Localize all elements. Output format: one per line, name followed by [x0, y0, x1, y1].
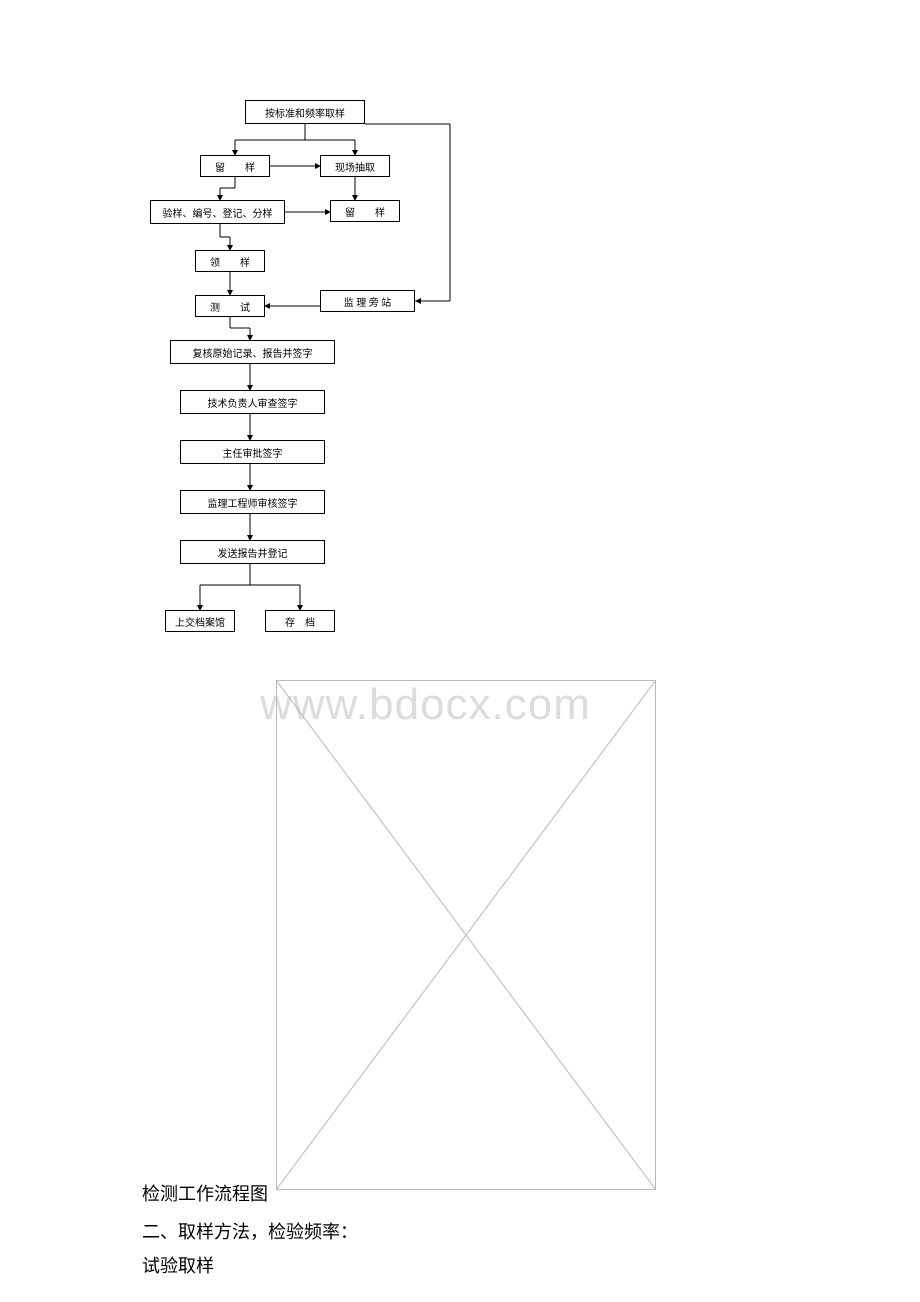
flow-node-n9: 复核原始记录、报告并签字	[170, 340, 335, 364]
flow-node-n1: 按标准和频率取样	[245, 100, 365, 124]
image-placeholder	[276, 680, 656, 1190]
flow-node-n7: 测 试	[195, 295, 265, 317]
flow-node-n13: 发送报告并登记	[180, 540, 325, 564]
flow-node-n15: 存 档	[265, 610, 335, 632]
flow-node-n6: 领 样	[195, 250, 265, 272]
section-heading-2: 二、取样方法，检验频率：	[142, 1218, 358, 1244]
flow-node-n5: 留 样	[330, 200, 400, 222]
flow-node-n14: 上交档案馆	[165, 610, 235, 632]
caption-text: 检测工作流程图	[142, 1180, 268, 1206]
section-subheading: 试验取样	[142, 1252, 214, 1278]
flow-node-n12: 监理工程师审核签字	[180, 490, 325, 514]
flow-node-n4: 验样、编号、登记、分样	[150, 200, 285, 224]
flow-node-n2: 留 样	[200, 155, 270, 177]
flow-node-n3: 现场抽取	[320, 155, 390, 177]
flowchart-container: 按标准和频率取样留 样 现场抽取验样、编号、登记、分样 留 样领 样测 试 监 理 旁…	[150, 100, 470, 690]
flow-node-n10: 技术负责人审查签字	[180, 390, 325, 414]
flow-node-n11: 主任审批签字	[180, 440, 325, 464]
flow-node-n8: 监 理 旁 站	[320, 290, 415, 312]
